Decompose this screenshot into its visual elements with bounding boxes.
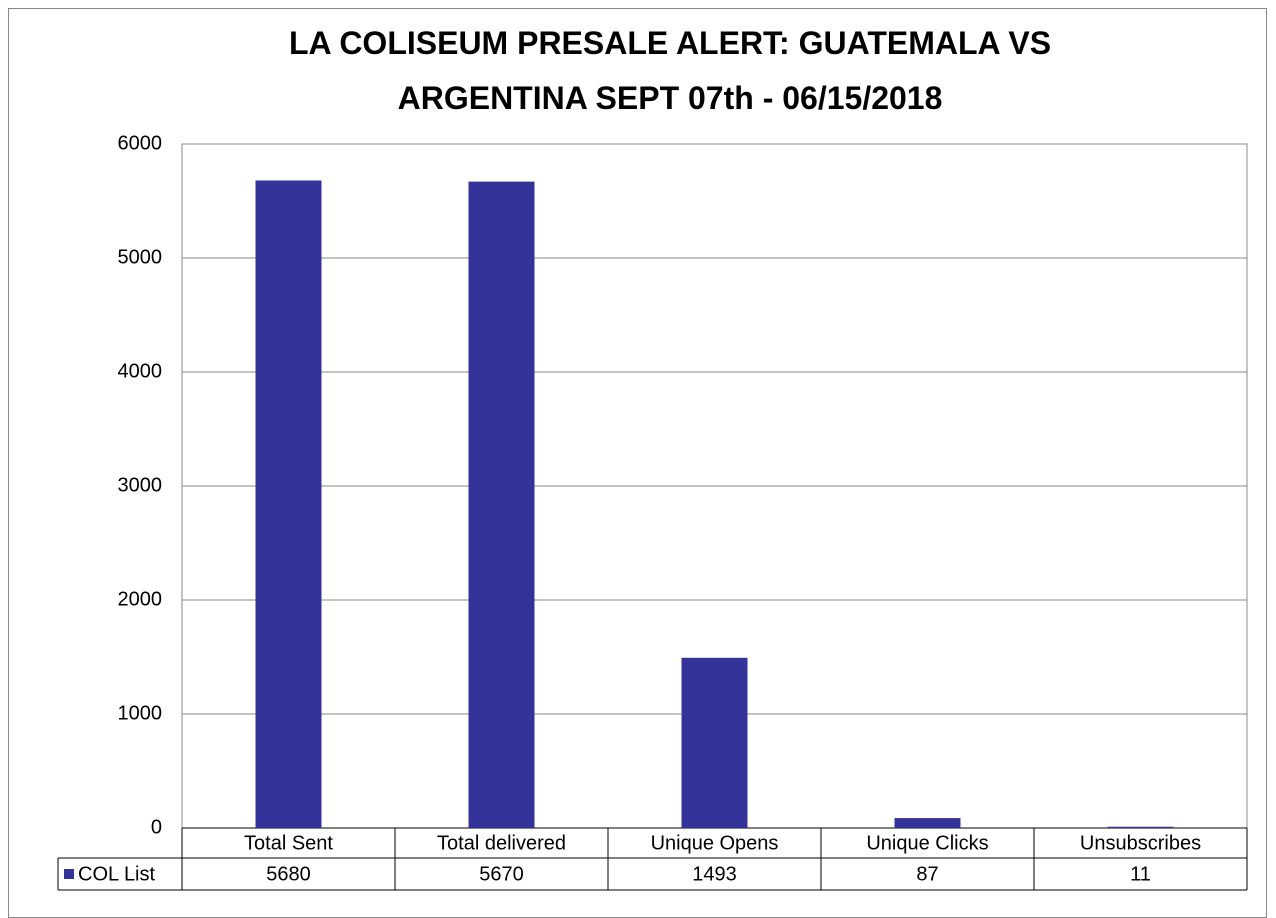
y-tick-label: 4000 (118, 360, 163, 382)
table-value: 5680 (266, 863, 311, 885)
y-tick-label: 3000 (118, 474, 163, 496)
y-tick-label: 0 (151, 816, 162, 838)
table-value: 5670 (479, 863, 524, 885)
bar (1107, 826, 1174, 828)
chart-title: LA COLISEUM PRESALE ALERT: GUATEMALA VS … (288, 25, 1052, 116)
y-tick-label: 5000 (118, 246, 163, 268)
x-tick-label: Unique Clicks (866, 832, 988, 854)
legend-label: COL List (78, 863, 156, 885)
x-tick-label: Unsubscribes (1080, 832, 1201, 854)
x-tick-label: Total delivered (437, 832, 566, 854)
y-tick-label: 2000 (118, 588, 163, 610)
legend-swatch (64, 869, 74, 879)
table-value: 1493 (692, 863, 737, 885)
x-tick-label: Total Sent (244, 832, 333, 854)
table-value: 11 (1130, 863, 1151, 885)
y-tick-label: 1000 (118, 702, 163, 724)
bar (681, 657, 748, 828)
x-tick-label: Unique Opens (651, 832, 779, 854)
bar (894, 818, 961, 828)
bar (468, 181, 535, 828)
bar (255, 180, 322, 829)
y-tick-label: 6000 (118, 132, 163, 154)
table-value: 87 (916, 863, 938, 885)
